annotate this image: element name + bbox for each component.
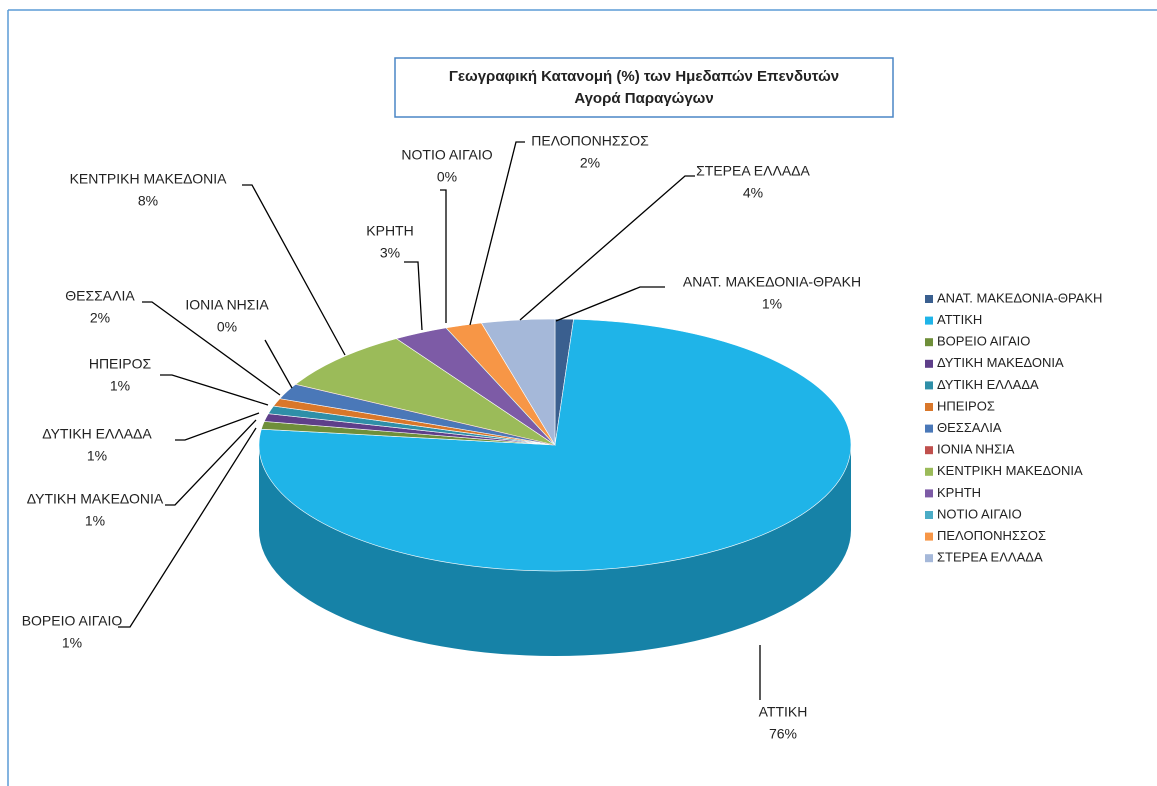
leader-line (165, 419, 257, 506)
leader-line (242, 184, 346, 356)
data-label-value: 4% (743, 185, 763, 201)
legend-label: ΑΤΤΙΚΗ (937, 312, 982, 327)
leader-line (160, 374, 269, 406)
slice (480, 318, 556, 447)
legend-label: ΑΝΑΤ. ΜΑΚΕΔΟΝΙΑ-ΘΡΑΚΗ (937, 290, 1102, 305)
legend-label: ΔΥΤΙΚΗ ΕΛΛΑΔΑ (937, 377, 1039, 392)
data-label-value: 0% (437, 169, 457, 185)
data-label-name: ΚΕΝΤΡΙΚΗ ΜΑΚΕΔΟΝΙΑ (70, 171, 228, 187)
data-label-value: 2% (580, 155, 600, 171)
legend-swatch (925, 511, 933, 519)
legend-label: ΙΟΝΙΑ ΝΗΣΙΑ (937, 442, 1015, 457)
leader-line (175, 412, 260, 441)
legend-swatch (925, 381, 933, 390)
data-label-name: ΘΕΣΣΑΛΙΑ (65, 288, 135, 304)
legend-label: ΗΠΕΙΡΟΣ (937, 398, 995, 413)
legend-swatch (925, 554, 933, 563)
data-label-name: ΔΥΤΙΚΗ ΕΛΛΑΔΑ (42, 426, 152, 442)
legend-label: ΚΡΗΤΗ (937, 485, 981, 500)
data-label-value: 0% (217, 319, 237, 335)
data-label-name: ΠΕΛΟΠΟΝΗΣΣΟΣ (531, 133, 649, 149)
data-label-name: ΝΟΤΙΟ ΑΙΓΑΙΟ (401, 147, 492, 163)
data-label-value: 2% (90, 310, 110, 326)
legend-swatch (925, 446, 933, 455)
leader-line (118, 427, 257, 628)
data-label-value: 76% (769, 726, 797, 742)
legend-label: ΔΥΤΙΚΗ ΜΑΚΕΔΟΝΙΑ (937, 355, 1064, 370)
legend-label: ΘΕΣΣΑΛΙΑ (937, 420, 1002, 435)
legend-swatch (925, 295, 933, 303)
data-label-name: ΑΤΤΙΚΗ (759, 704, 808, 720)
slice (294, 338, 556, 446)
slice-top (294, 338, 556, 446)
leader-line (555, 286, 665, 322)
data-label-name: ΙΟΝΙΑ ΝΗΣΙΑ (185, 297, 269, 313)
slice-side (259, 445, 851, 656)
legend-swatch (925, 359, 933, 368)
data-label-value: 1% (87, 448, 107, 464)
data-label-value: 1% (762, 296, 782, 312)
title-box (394, 57, 894, 118)
legend-swatch (925, 403, 933, 411)
leader-line (469, 141, 525, 326)
legend-swatch (925, 467, 933, 476)
data-label-name: ΒΟΡΕΙΟ ΑΙΓΑΙΟ (22, 613, 123, 629)
legend-label: ΝΟΤΙΟ ΑΙΓΑΙΟ (937, 506, 1022, 521)
leader-line (142, 301, 281, 396)
leader-line (519, 175, 695, 321)
legend-swatch (925, 338, 933, 347)
legend-label: ΠΕΛΟΠΟΝΗΣΣΟΣ (937, 528, 1046, 543)
data-label-name: ΔΥΤΙΚΗ ΜΑΚΕΔΟΝΙΑ (27, 491, 164, 507)
leader-line (440, 189, 447, 323)
slice-top (480, 318, 556, 447)
legend-swatch (925, 489, 933, 498)
legend-swatch (925, 424, 933, 433)
data-label-name: ΗΠΕΙΡΟΣ (89, 356, 152, 372)
legend-swatch (925, 532, 933, 541)
data-label-value: 1% (85, 513, 105, 529)
data-label-value: 1% (110, 378, 130, 394)
data-label-name: ΑΝΑΤ. ΜΑΚΕΔΟΝΙΑ-ΘΡΑΚΗ (683, 274, 861, 290)
legend-label: ΣΤΕΡΕΑ ΕΛΛΑΔΑ (937, 550, 1043, 565)
leader-line (404, 261, 423, 331)
data-label-value: 1% (62, 635, 82, 651)
legend-label: ΚΕΝΤΡΙΚΗ ΜΑΚΕΔΟΝΙΑ (937, 463, 1083, 478)
legend-swatch (925, 316, 933, 325)
legend-label: ΒΟΡΕΙΟ ΑΙΓΑΙΟ (937, 334, 1030, 349)
data-label-value: 3% (380, 245, 400, 261)
leader-line (264, 339, 293, 389)
chart-title: Γεωγραφική Κατανομή (%) των Ημεδαπών Επε… (449, 68, 839, 85)
data-label-value: 8% (138, 193, 158, 209)
data-label-name: ΚΡΗΤΗ (366, 223, 413, 239)
data-label-name: ΣΤΕΡΕΑ ΕΛΛΑΔΑ (696, 163, 810, 179)
chart-title: Αγορά Παραγώγων (574, 90, 713, 107)
